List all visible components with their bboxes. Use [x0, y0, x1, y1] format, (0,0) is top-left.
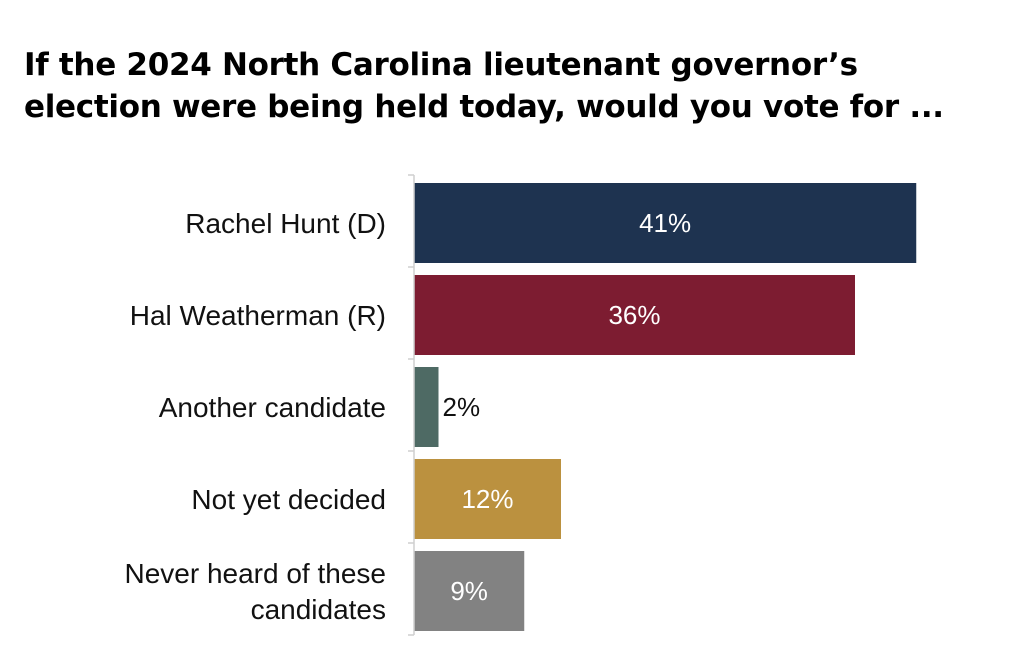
bars-layer: 41% 36% 2% 12% 9% [414, 183, 917, 631]
category-label-never-heard-of-these-candidates: Never heard of these candidates [125, 558, 387, 625]
bar-another-candidate [414, 367, 439, 447]
value-label-rachel-hunt-d: 41% [639, 208, 691, 238]
bar-hal-weatherman-r [414, 275, 855, 355]
bar-rachel-hunt-d [414, 183, 917, 263]
chart-title: If the 2024 North Carolina lieutenant go… [24, 47, 944, 125]
category-label-not-yet-decided: Not yet decided [191, 484, 386, 515]
value-label-another-candidate: 2% [443, 392, 481, 422]
value-label-never-heard-of-these-candidates: 9% [450, 576, 488, 606]
category-label-line: candidates [251, 594, 386, 625]
bar-not-yet-decided [414, 459, 561, 539]
axis-layer: Rachel Hunt (D) Hal Weatherman (R) Another… [125, 174, 415, 636]
bar-never-heard-of-these-candidates [414, 551, 525, 631]
category-label-hal-weatherman-r: Hal Weatherman (R) [130, 300, 386, 331]
value-label-not-yet-decided: 12% [461, 484, 513, 514]
category-label-line: Never heard of these [125, 558, 387, 589]
value-label-hal-weatherman-r: 36% [608, 300, 660, 330]
category-label-rachel-hunt-d: Rachel Hunt (D) [185, 208, 386, 239]
category-label-another-candidate: Another candidate [159, 392, 386, 423]
